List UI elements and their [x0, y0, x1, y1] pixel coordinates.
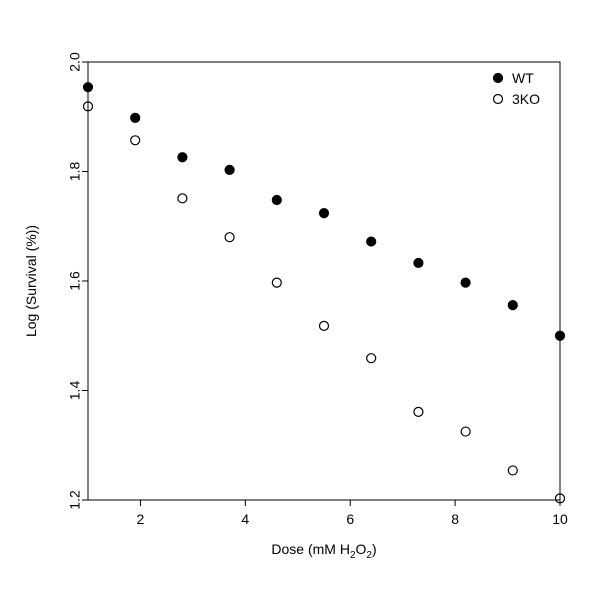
point-WT: [367, 237, 376, 246]
point-WT: [178, 153, 187, 162]
y-tick-label: 1.4: [67, 381, 83, 401]
scatter-chart: 2468101.21.41.61.82.0Log (Survival (%))D…: [0, 0, 600, 600]
x-tick-label: 4: [241, 511, 249, 527]
point-WT: [508, 301, 517, 310]
y-tick-label: 2.0: [67, 52, 83, 72]
x-tick-label: 8: [451, 511, 459, 527]
point-WT: [131, 113, 140, 122]
x-tick-label: 10: [552, 511, 568, 527]
legend-label-3KO: 3KO: [512, 91, 540, 107]
x-tick-label: 6: [346, 511, 354, 527]
point-WT: [84, 83, 93, 92]
y-axis-label: Log (Survival (%)): [23, 225, 39, 337]
y-tick-label: 1.8: [67, 162, 83, 182]
point-WT: [414, 258, 423, 267]
legend-marker-WT: [494, 74, 503, 83]
point-WT: [320, 209, 329, 218]
point-WT: [556, 331, 565, 340]
x-tick-label: 2: [137, 511, 145, 527]
point-WT: [225, 165, 234, 174]
legend-label-WT: WT: [512, 70, 534, 86]
y-tick-label: 1.6: [67, 271, 83, 291]
point-WT: [272, 195, 281, 204]
y-tick-label: 1.2: [67, 490, 83, 510]
point-WT: [461, 278, 470, 287]
